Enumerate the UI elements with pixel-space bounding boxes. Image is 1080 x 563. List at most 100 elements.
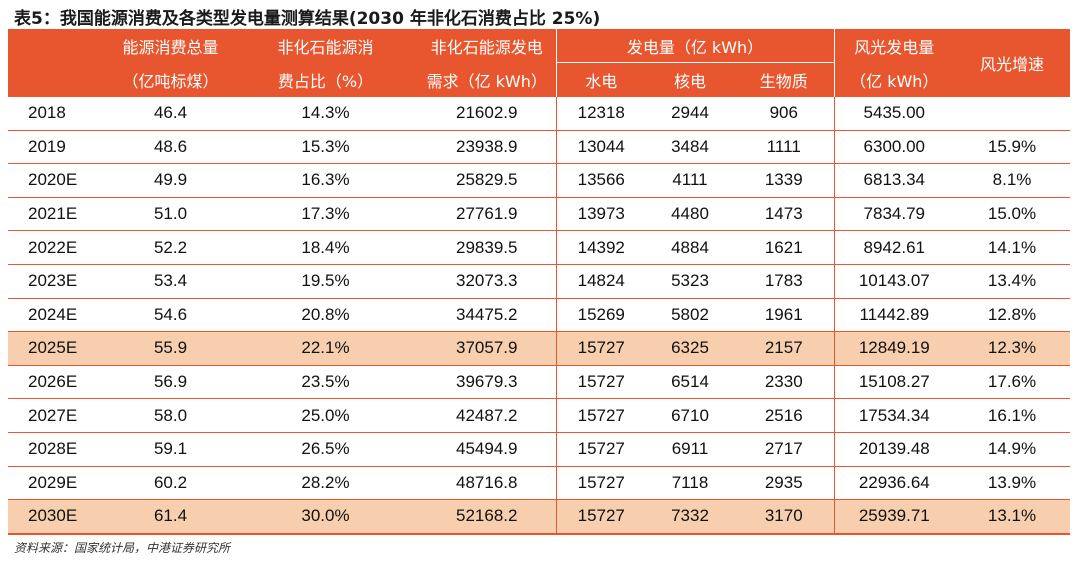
cell-nonfossil-share: 25.0% xyxy=(233,398,418,433)
cell-hydro: 12318 xyxy=(555,97,646,131)
cell-wind-solar: 25939.71 xyxy=(833,499,955,535)
table-row: 2027E 58.0 25.0% 42487.2 15727 6710 2516 17534.… xyxy=(8,398,1071,433)
header-generation-group: 发电量（亿 kWh） xyxy=(555,29,835,63)
cell-nonfossil-demand: 37057.9 xyxy=(418,331,556,366)
cell-wind-solar: 6813.34 xyxy=(833,163,955,198)
cell-wind-solar-growth: 16.1% xyxy=(954,398,1071,433)
table-row: 2021E 51.0 17.3% 27761.9 13973 4480 1473 7834.7… xyxy=(8,196,1071,231)
cell-nonfossil-demand: 52168.2 xyxy=(418,499,556,535)
cell-nonfossil-share: 14.3% xyxy=(301,103,350,123)
table-row: 2018 46.4 14.3% 21602.9 12318 2944 906 5435.00 xyxy=(8,97,1070,131)
table-row: 2019 48.6 15.3% 23938.9 13044 3484 1111 6300.00… xyxy=(8,129,1071,164)
cell-nuclear: 6514 xyxy=(646,364,734,399)
cell-nonfossil-share: 16.3% xyxy=(233,163,418,198)
cell-nuclear: 7332 xyxy=(646,499,734,535)
cell-energy-consumption: 48.6 xyxy=(108,129,233,164)
cell-biomass: 2157 xyxy=(734,331,835,366)
cell-biomass: 1783 xyxy=(734,263,835,299)
cell-year: 2022E xyxy=(8,230,108,265)
cell-nuclear: 7118 xyxy=(646,465,734,500)
cell-year: 2019 xyxy=(8,129,108,164)
cell-energy-consumption: 60.2 xyxy=(108,465,233,500)
header-wind-solar-line2: （亿 kWh） xyxy=(833,62,955,97)
cell-year: 2028E xyxy=(8,431,108,467)
header-energy-line2: （亿吨标煤） xyxy=(108,62,233,97)
header-demand-line1: 非化石能源发电 xyxy=(418,29,556,63)
cell-nonfossil-share: 22.1% xyxy=(233,331,418,366)
table-row: 2030E 61.4 30.0% 52168.2 15727 7332 3170 25939.… xyxy=(8,499,1071,535)
header-year xyxy=(8,29,108,97)
cell-nuclear: 5323 xyxy=(646,263,734,299)
cell-hydro: 15727 xyxy=(555,465,646,500)
data-table: 能源消费总量 非化石能源消 非化石能源发电 发电量（亿 kWh） 风光发电量 风… xyxy=(8,29,1071,535)
cell-energy-consumption: 46.4 xyxy=(153,103,188,123)
header-energy-line1: 能源消费总量 xyxy=(108,29,233,63)
cell-nonfossil-share: 23.5% xyxy=(233,364,418,399)
cell-nonfossil-demand: 27761.9 xyxy=(418,196,556,231)
cell-nonfossil-demand: 39679.3 xyxy=(418,364,556,399)
cell-wind-solar: 17534.34 xyxy=(833,398,955,433)
cell-wind-solar: 12849.19 xyxy=(833,331,955,366)
table-row: 2025E 55.9 22.1% 37057.9 15727 6325 2157 12849.… xyxy=(8,331,1071,366)
cell-nuclear: 6911 xyxy=(646,431,734,467)
table-header: 能源消费总量 非化石能源消 非化石能源发电 发电量（亿 kWh） 风光发电量 风… xyxy=(8,29,1071,97)
cell-energy-consumption: 55.9 xyxy=(108,331,233,366)
cell-year: 2018 xyxy=(28,103,66,123)
cell-nonfossil-demand: 29839.5 xyxy=(418,230,556,265)
cell-biomass: 3170 xyxy=(734,499,835,535)
cell-nonfossil-demand: 23938.9 xyxy=(418,129,556,164)
cell-energy-consumption: 53.4 xyxy=(108,263,233,299)
cell-nonfossil-demand: 42487.2 xyxy=(418,398,556,433)
cell-biomass: 1111 xyxy=(734,129,835,164)
cell-nonfossil-demand: 48716.8 xyxy=(418,465,556,500)
cell-wind-solar-growth: 14.9% xyxy=(954,431,1071,467)
cell-biomass: 1339 xyxy=(734,163,835,198)
cell-energy-consumption: 58.0 xyxy=(108,398,233,433)
cell-wind-solar-growth: 15.0% xyxy=(954,196,1071,231)
cell-wind-solar: 10143.07 xyxy=(833,263,955,299)
cell-wind-solar: 7834.79 xyxy=(833,196,955,231)
cell-nonfossil-share: 26.5% xyxy=(233,431,418,467)
header-hydro: 水电 xyxy=(555,62,646,97)
source-note: 资料来源：国家统计局，中港证券研究所 xyxy=(14,541,231,555)
cell-wind-solar-growth: 12.8% xyxy=(954,297,1071,332)
table-body: 2018 46.4 14.3% 21602.9 12318 2944 906 5435.00 2… xyxy=(8,97,1071,535)
cell-energy-consumption: 52.2 xyxy=(108,230,233,265)
cell-energy-consumption: 56.9 xyxy=(108,364,233,399)
cell-year: 2030E xyxy=(8,499,108,535)
cell-nonfossil-share: 28.2% xyxy=(233,465,418,500)
cell-nonfossil-demand: 45494.9 xyxy=(418,431,556,467)
cell-hydro: 14824 xyxy=(555,263,646,299)
cell-nonfossil-share: 19.5% xyxy=(233,263,418,299)
header-nuclear: 核电 xyxy=(646,62,734,97)
cell-biomass: 2330 xyxy=(734,364,835,399)
cell-wind-solar: 5435.00 xyxy=(833,97,955,131)
cell-wind-solar-growth: 13.4% xyxy=(954,263,1071,299)
table-row: 2020E 49.9 16.3% 25829.5 13566 4111 1339 6813.3… xyxy=(8,163,1071,198)
cell-year: 2025E xyxy=(8,331,108,366)
data-table-container: 能源消费总量 非化石能源消 非化石能源发电 发电量（亿 kWh） 风光发电量 风… xyxy=(8,29,1071,535)
cell-year: 2029E xyxy=(8,465,108,500)
cell-nuclear: 6325 xyxy=(646,331,734,366)
table-row: 2024E 54.6 20.8% 34475.2 15269 5802 1961 11442.… xyxy=(8,297,1071,332)
cell-energy-consumption: 61.4 xyxy=(108,499,233,535)
cell-hydro: 13973 xyxy=(555,196,646,231)
cell-nuclear: 4884 xyxy=(646,230,734,265)
cell-hydro: 15727 xyxy=(555,499,646,535)
cell-wind-solar-growth: 14.1% xyxy=(954,230,1071,265)
cell-biomass: 906 xyxy=(769,103,798,123)
table-title: 表5：我国能源消费及各类型发电量测算结果(2030 年非化石消费占比 25%) xyxy=(14,9,601,29)
cell-hydro: 15727 xyxy=(555,431,646,467)
cell-wind-solar-growth: 13.1% xyxy=(954,499,1071,535)
header-wind-solar-growth: 风光增速 xyxy=(954,29,1071,97)
cell-hydro: 13566 xyxy=(555,163,646,198)
cell-year: 2027E xyxy=(8,398,108,433)
cell-nonfossil-share: 18.4% xyxy=(233,230,418,265)
cell-hydro: 15727 xyxy=(555,364,646,399)
header-demand-line2: 需求（亿 kWh） xyxy=(418,62,556,97)
cell-hydro: 13044 xyxy=(555,129,646,164)
cell-wind-solar-growth: 17.6% xyxy=(954,364,1071,399)
header-biomass: 生物质 xyxy=(734,62,835,97)
cell-nuclear: 2944 xyxy=(671,103,709,123)
cell-nuclear: 3484 xyxy=(646,129,734,164)
